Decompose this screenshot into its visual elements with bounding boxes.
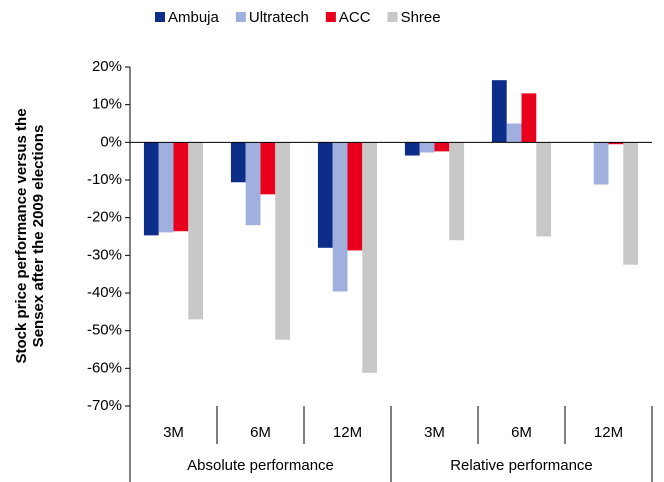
y-tick-label: -70%: [87, 397, 122, 414]
legend-label: Ultratech: [249, 9, 309, 26]
y-tick-label: 10%: [92, 96, 122, 113]
bar: [332, 142, 348, 292]
bar: [158, 142, 174, 233]
bar: [347, 142, 363, 251]
y-tick-label: -40%: [87, 284, 122, 301]
y-axis-title-line: Sensex after the 2009 elections: [30, 125, 47, 348]
bar: [188, 142, 204, 320]
y-tick-label: -10%: [87, 171, 122, 188]
legend-label: ACC: [339, 9, 371, 26]
group-label: Absolute performance: [187, 457, 334, 474]
x-tick-label: 3M: [424, 424, 445, 441]
legend-label: Ambuja: [168, 9, 220, 26]
legend-swatch: [235, 12, 246, 22]
y-tick-label: -50%: [87, 322, 122, 339]
bar: [419, 142, 435, 153]
bar: [143, 142, 159, 236]
x-tick-label: 12M: [333, 424, 362, 441]
y-tick-label: -20%: [87, 209, 122, 226]
y-axis-title-line: Stock price performance versus the: [13, 108, 30, 363]
y-axis-title: Stock price performance versus the Sense…: [13, 108, 47, 363]
bar: [491, 80, 507, 143]
bar: [362, 142, 378, 373]
y-tick-label: -30%: [87, 246, 122, 263]
y-tick-label: 20%: [92, 58, 122, 75]
bar: [260, 142, 276, 195]
x-tick-label: 6M: [250, 424, 271, 441]
bar: [608, 142, 624, 145]
legend-swatch: [387, 12, 398, 22]
bar: [404, 142, 420, 156]
legend-label: Shree: [401, 9, 441, 26]
bar: [230, 142, 246, 183]
bar: [521, 93, 537, 143]
legend-swatch: [155, 12, 165, 22]
x-tick-label: 3M: [163, 424, 184, 441]
bar: [536, 142, 552, 237]
x-tick-label: 6M: [511, 424, 532, 441]
y-tick-label: 0%: [100, 133, 122, 150]
bar: [593, 142, 609, 185]
legend-swatch: [325, 12, 336, 22]
bar: [275, 142, 291, 340]
y-tick-label: -60%: [87, 359, 122, 376]
bar: [623, 142, 639, 265]
bar: [317, 142, 333, 248]
bar: [245, 142, 261, 226]
x-tick-label: 12M: [594, 424, 623, 441]
bar: [173, 142, 189, 232]
bar: [506, 123, 522, 143]
bar: [449, 142, 465, 241]
bar: [434, 142, 450, 152]
group-label: Relative performance: [450, 457, 593, 474]
